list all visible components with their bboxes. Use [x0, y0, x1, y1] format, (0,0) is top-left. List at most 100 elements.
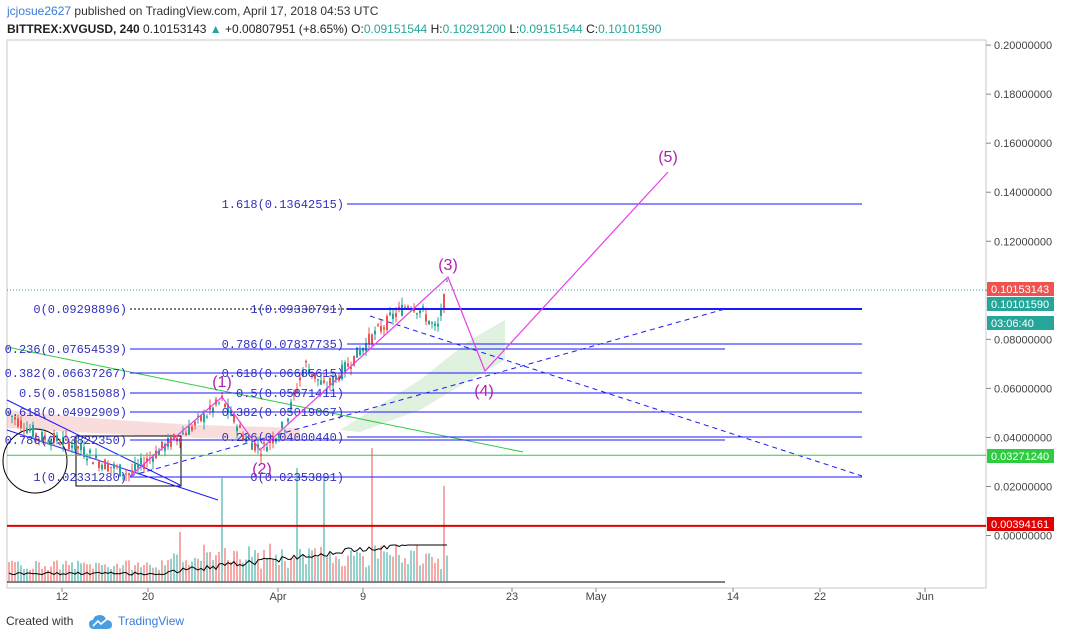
candle-body	[389, 312, 391, 315]
cloud-shade	[340, 320, 505, 432]
y-tick-label: 0.08000000	[994, 334, 1052, 346]
fib-label-left: 0.618(0.04992909)	[5, 406, 127, 420]
volume-ma-line	[8, 544, 447, 576]
candle-body	[89, 449, 91, 454]
fib-label-mid: 0(0.02353891)	[250, 471, 344, 485]
candle-body	[242, 434, 244, 440]
candle-body	[254, 442, 256, 451]
y-tick-label: 0.04000000	[994, 432, 1052, 444]
candle-body	[350, 367, 352, 369]
circle-drawing	[2, 428, 68, 494]
price-tag-bg	[987, 449, 1054, 463]
candle-body	[317, 379, 319, 381]
price-tag-label: 0.10101590	[991, 299, 1049, 311]
x-tick-label: 22	[814, 591, 826, 603]
x-tick-label: May	[586, 591, 607, 603]
low-label: L:	[509, 22, 520, 36]
candle-body	[305, 360, 307, 363]
candle-body	[185, 432, 187, 436]
candle-body	[368, 333, 370, 344]
candle-body	[158, 450, 160, 455]
candle-body	[404, 307, 406, 309]
candle-body	[296, 388, 298, 393]
candle-body	[386, 316, 388, 330]
price-chart[interactable]: 0(0.09298896) 0.236(0.07654539) 0.382(0.06…	[0, 0, 1067, 603]
candle-body	[383, 327, 385, 330]
x-tick-label: Apr	[269, 591, 286, 603]
footer: Created with TradingView	[0, 603, 1067, 639]
fib-label-mid: 0.5(0.05871411)	[236, 387, 344, 401]
candle-body	[281, 421, 283, 428]
candle-body	[236, 426, 238, 432]
candle-body	[104, 459, 106, 470]
x-tick-label: 12	[56, 591, 68, 603]
candle-body	[170, 437, 172, 447]
fib-label-left: 0.5(0.05815088)	[19, 387, 127, 401]
candle-body	[212, 407, 214, 413]
elliott-waves: (1) (2) (3) (4) (5)	[129, 149, 678, 478]
fib-label-left: 0.382(0.06637267)	[5, 367, 127, 381]
candle-body	[266, 447, 268, 452]
candle-body	[140, 458, 142, 465]
symbol-name[interactable]: BITTREX:XVGUSD, 240	[7, 22, 140, 36]
wave-label: (2)	[252, 461, 272, 478]
candle-body	[62, 437, 64, 445]
candle-body	[53, 433, 55, 443]
high-label: H:	[430, 22, 443, 36]
candle-body	[14, 416, 16, 420]
candle-body	[230, 409, 232, 416]
candle-body	[353, 355, 355, 366]
candle-body	[119, 464, 121, 477]
candle-body	[443, 294, 445, 309]
candle-body	[32, 424, 34, 437]
candle-body	[431, 322, 433, 324]
candle-body	[218, 402, 220, 404]
price-tag-bg	[987, 297, 1054, 311]
publish-text: published on TradingView.com, April 17, …	[74, 4, 379, 18]
x-axis: 12 20 Apr 9 23 May 14 22 Jun	[56, 588, 934, 603]
candle-body	[422, 306, 424, 309]
symbol-info: BITTREX:XVGUSD, 240 0.10153143 ▲ +0.0080…	[7, 22, 661, 36]
candle-body	[299, 377, 301, 381]
y-tick-label: 0.00000000	[994, 531, 1052, 543]
candle-body	[56, 435, 58, 442]
low-value: 0.09151544	[519, 22, 583, 36]
fib-label-mid: 1(0.09330791)	[250, 303, 344, 317]
price-tags: 0.10153143 0.10101590 03:06:40 0.03271240 0.…	[987, 282, 1054, 531]
price-tag-bg	[987, 282, 1054, 296]
candle-body	[233, 414, 235, 423]
candle-body	[425, 314, 427, 322]
candle-body	[35, 433, 37, 437]
candle-body	[224, 403, 226, 408]
candle-body	[251, 442, 253, 450]
candle-body	[347, 363, 349, 367]
candle-body	[263, 442, 265, 444]
candle-body	[401, 304, 403, 316]
candle-body	[380, 325, 382, 332]
fib-label-left: 0.786(0.03822350)	[5, 434, 127, 448]
candle-body	[437, 323, 439, 327]
candle-body	[95, 454, 97, 459]
candle-body	[188, 426, 190, 435]
candle-body	[362, 347, 364, 352]
candle-body	[335, 375, 337, 380]
wave-label: (4)	[474, 383, 494, 400]
candle-body	[17, 418, 19, 427]
candle-body	[131, 470, 133, 473]
tradingview-cloud-icon[interactable]	[88, 613, 114, 631]
candle-body	[323, 380, 325, 383]
candle-body	[377, 324, 379, 326]
candle-body	[329, 378, 331, 385]
wave-path	[129, 171, 669, 477]
y-tick-label: 0.02000000	[994, 481, 1052, 493]
candle-body	[107, 463, 109, 472]
x-tick-label: 23	[506, 591, 518, 603]
rectangle-drawing	[75, 435, 182, 487]
candle-body	[92, 462, 94, 465]
tradingview-link[interactable]: TradingView	[118, 614, 185, 628]
open-value: 0.09151544	[363, 22, 428, 36]
x-tick-label: 20	[142, 591, 154, 603]
fib-label-mid: 0.786(0.07837735)	[222, 338, 344, 352]
candle-body	[65, 435, 67, 437]
author-link[interactable]: jcjosue2627	[7, 4, 72, 18]
